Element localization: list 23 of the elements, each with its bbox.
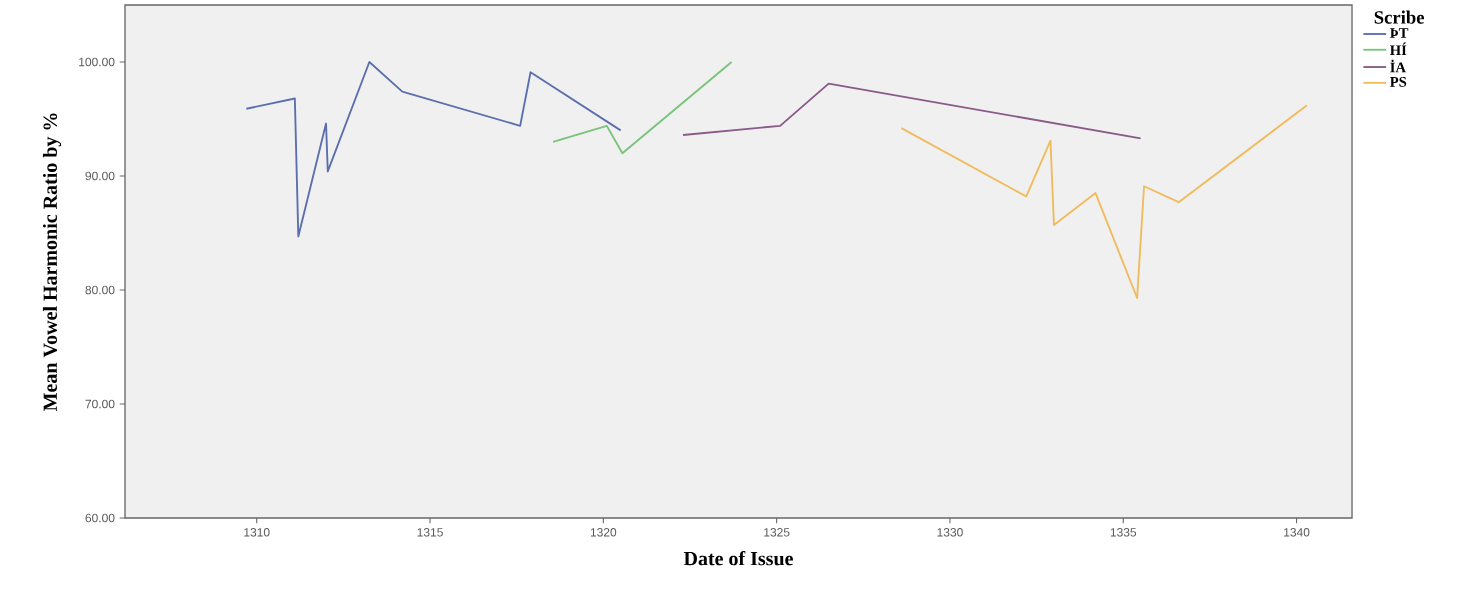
legend-label: İA [1390, 59, 1406, 73]
legend-label: ÞT [1390, 28, 1409, 38]
x-tick-label: 1335 [1110, 528, 1137, 537]
legend-label: HÍ [1389, 42, 1407, 56]
x-tick-label: 1315 [417, 528, 443, 537]
line-series [682, 82, 1142, 140]
x-tick-label: 1340 [1284, 528, 1310, 537]
y-tick-label: 90.00 [85, 171, 115, 181]
y-tick-label: 80.00 [85, 285, 115, 295]
x-tick-label: 1330 [937, 528, 963, 537]
line-series [900, 104, 1308, 299]
line-series [245, 61, 622, 238]
y-axis-title: Mean Vowel Harmonic Ratio by % [42, 113, 62, 412]
legend-title: Scribe [1374, 10, 1425, 24]
x-axis-title: Date of Issue [683, 551, 793, 566]
y-tick-label: 70.00 [85, 399, 115, 409]
line-series [552, 61, 733, 155]
x-tick-label: 1325 [764, 528, 790, 537]
legend-label: PS [1389, 76, 1407, 87]
y-tick-label: 60.00 [85, 513, 115, 523]
x-tick-label: 1320 [590, 528, 617, 537]
x-tick-label: 1310 [244, 528, 270, 537]
y-tick-label: 100.00 [79, 57, 115, 67]
